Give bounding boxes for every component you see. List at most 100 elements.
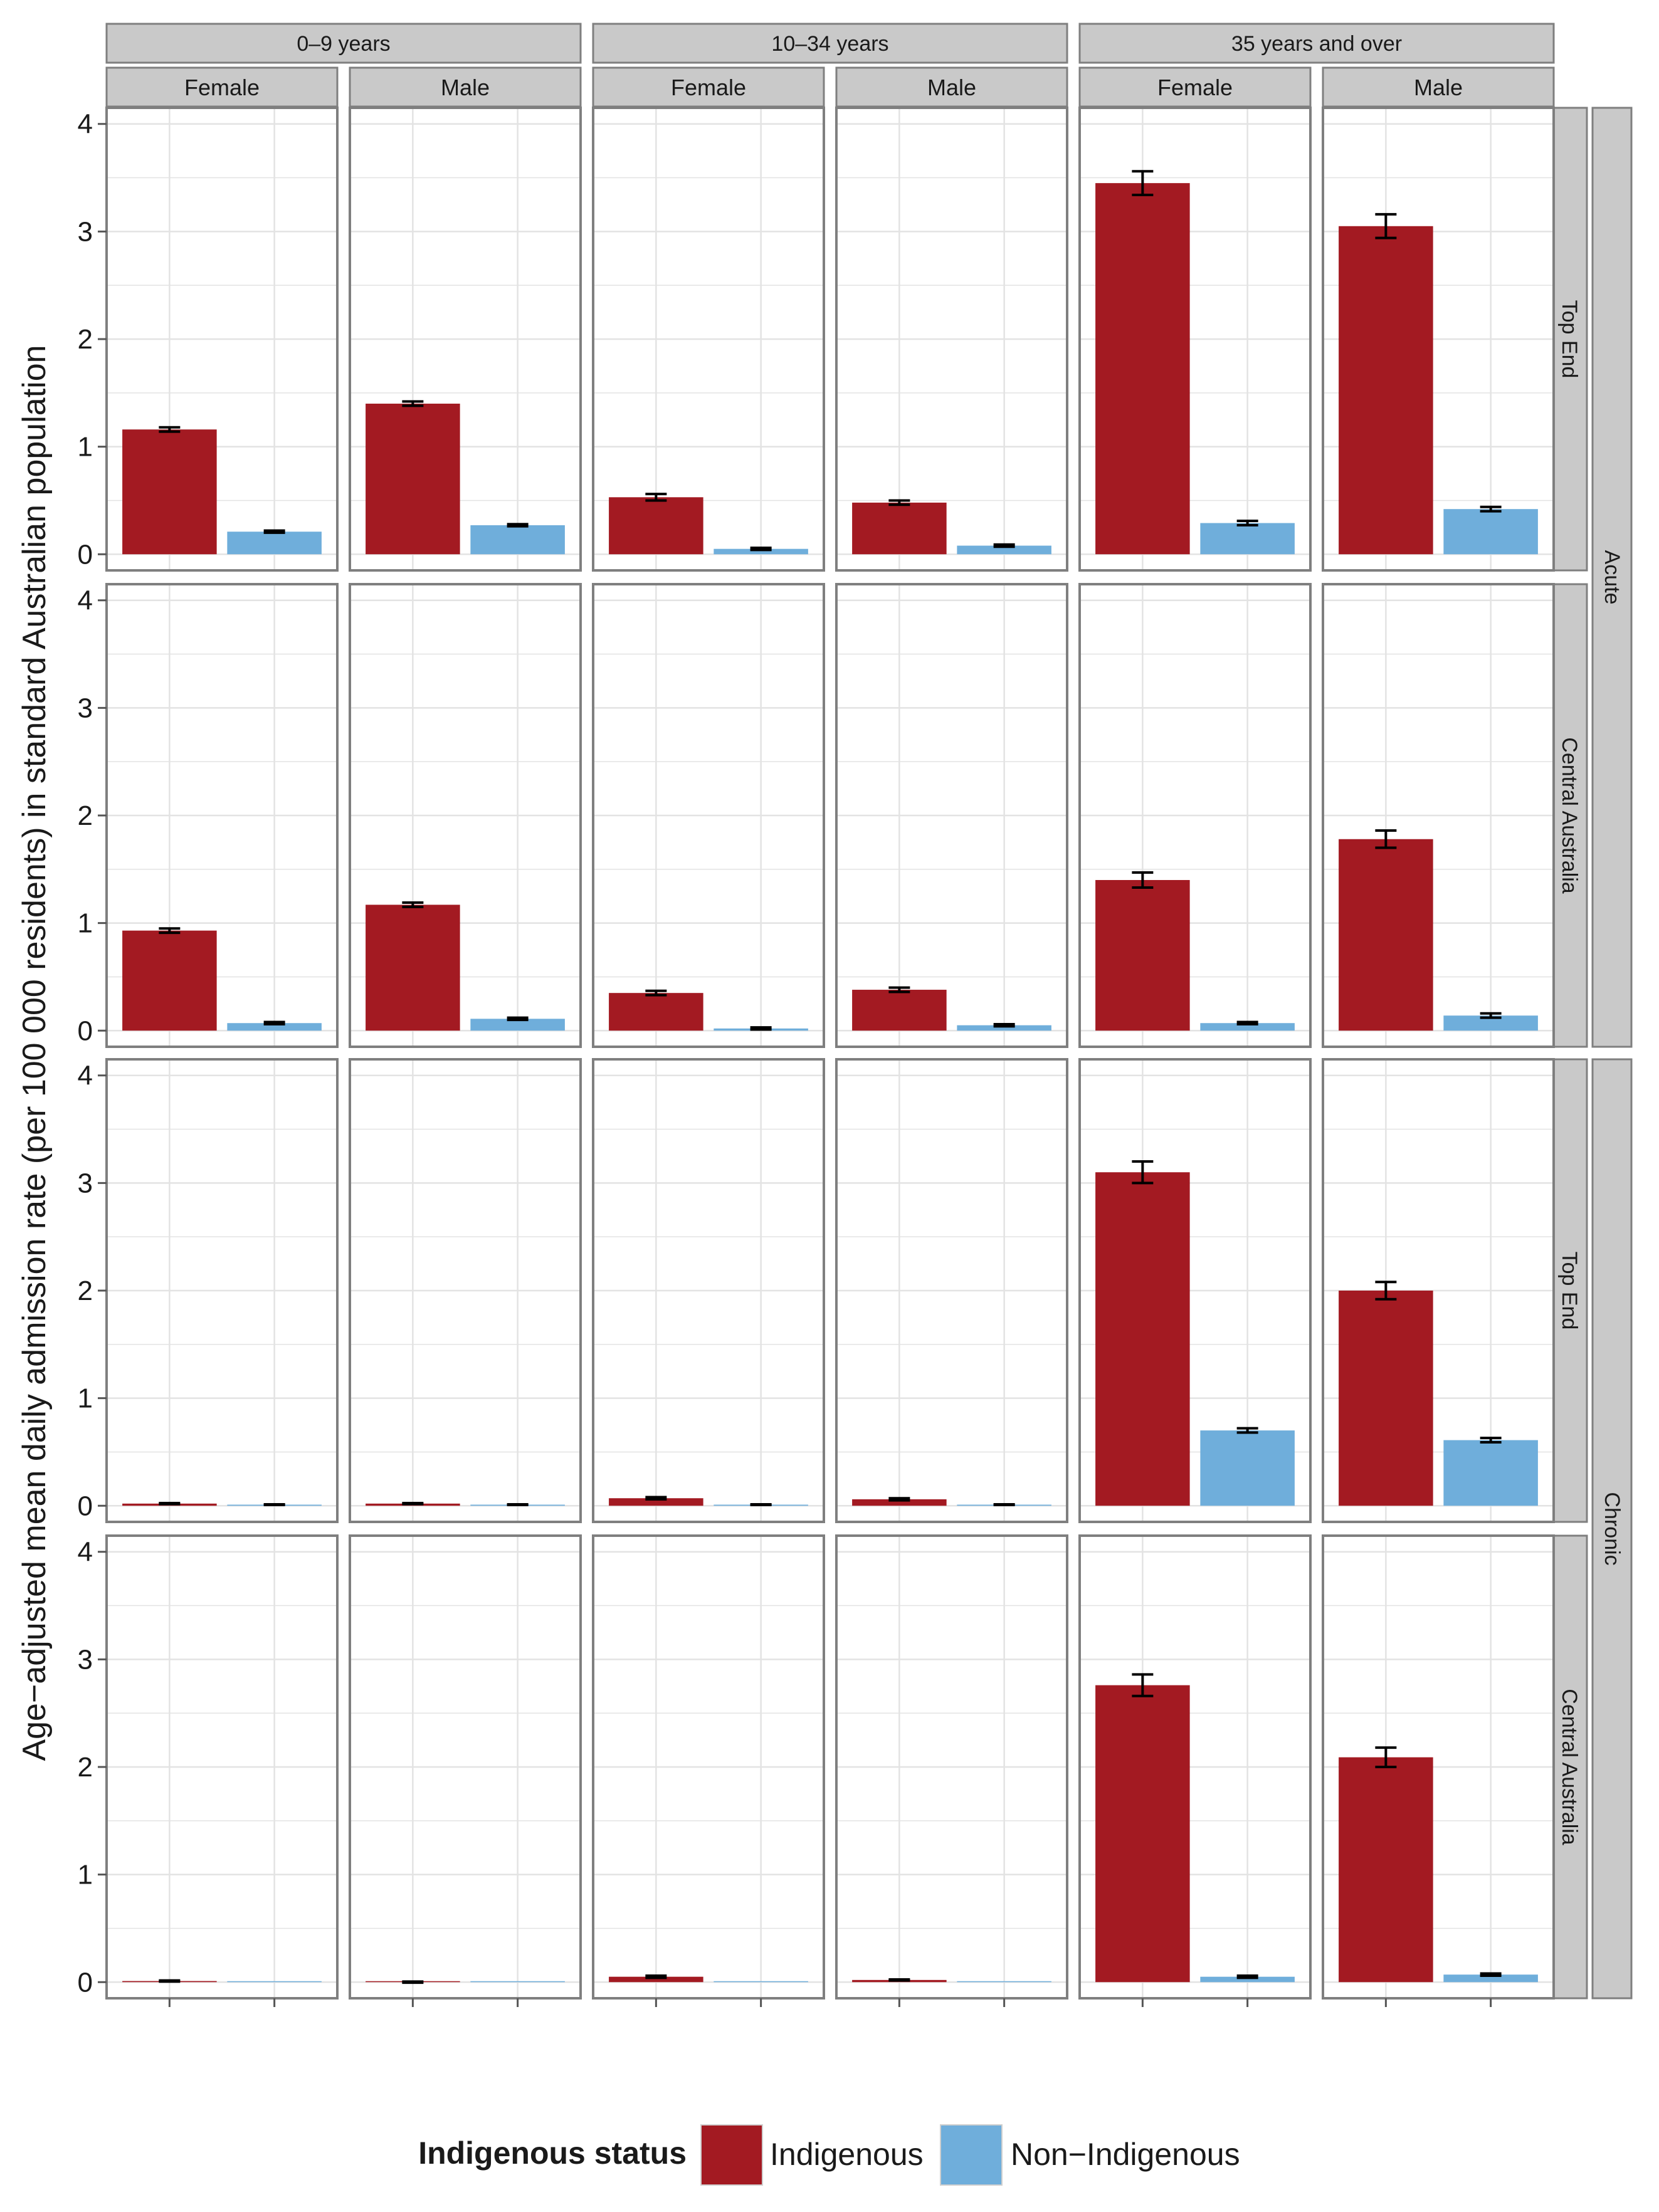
bar-non-indigenous [1200,1430,1295,1506]
bar-indigenous [1095,879,1190,1031]
sex-label: Female [671,75,746,100]
bar-indigenous [609,1976,703,1983]
error-bar [263,1020,285,1025]
bar-non-indigenous [714,548,808,555]
legend-key-indigenous [700,2124,763,2186]
error-bar [1132,1160,1154,1185]
condition-label: Chronic [1600,1492,1624,1565]
sex-label: Female [184,75,260,100]
bar-non-indigenous [957,545,1051,555]
region-label: Central Australia [1557,1689,1581,1845]
y-tick-label: 2 [78,324,93,355]
sex-strip [1078,66,1312,108]
panel-border [349,107,582,572]
y-tick-label: 1 [78,908,93,939]
bar-indigenous [1339,226,1433,555]
sex-label: Female [1157,75,1233,100]
error-bar [402,901,424,908]
error-bar [507,523,529,528]
y-tick-label: 2 [78,800,93,831]
sex-label: Male [1414,75,1463,100]
error-bar [750,546,772,552]
bar-non-indigenous [1443,1974,1538,1983]
bar-indigenous [852,990,947,1031]
age-group-strip [105,23,582,64]
error-bar [402,1501,424,1506]
condition-strip [1591,107,1633,1048]
error-bar [159,927,181,935]
panel-border [592,1058,825,1523]
y-tick-label: 3 [78,216,93,247]
bar-indigenous [1095,183,1190,555]
error-bar [402,1980,424,1984]
y-tick-label: 0 [78,1491,93,1521]
error-bar [645,1496,667,1501]
error-bar [645,1974,667,1979]
y-tick-label: 4 [78,109,93,140]
panel-border [1322,1534,1555,2000]
error-bar [888,1978,910,1982]
y-tick-label: 4 [78,585,93,616]
region-strip [1551,1058,1588,1523]
bar-non-indigenous [1200,523,1295,555]
y-tick-label: 3 [78,1644,93,1675]
panel-border [1322,1058,1555,1523]
condition-label: Acute [1600,550,1624,605]
error-bar [1375,1281,1397,1301]
error-bar [402,400,424,407]
bar-non-indigenous [227,1023,322,1031]
panel-border [1322,583,1555,1048]
error-bar [159,1501,181,1506]
panel-border [349,1058,582,1523]
bar-indigenous [1339,1291,1433,1506]
age-group-label: 35 years and over [1231,32,1402,56]
bar-non-indigenous [470,525,565,555]
bar-indigenous [1339,1757,1433,1983]
y-tick-label: 4 [78,1537,93,1568]
panel-border [1322,107,1555,572]
error-bar [1480,1437,1502,1444]
bar-non-indigenous [1443,509,1538,555]
error-bar [993,543,1015,548]
bar-non-indigenous [227,532,322,555]
error-bar [263,1503,285,1507]
y-tick-label: 3 [78,1168,93,1198]
error-bar [1480,1012,1502,1019]
error-bar [1132,1673,1154,1697]
bar-non-indigenous [470,1019,565,1031]
y-tick-label: 1 [78,1860,93,1890]
error-bar [1375,829,1397,849]
panel-border [1078,107,1312,572]
y-axis-title: Age−adjusted mean daily admission rate (… [16,345,53,1761]
error-bar [1132,170,1154,197]
panel-border [1078,1058,1312,1523]
error-bar [1236,1427,1258,1434]
panel-border [835,1058,1068,1523]
region-label: Central Australia [1557,737,1581,894]
bar-indigenous [609,1498,703,1506]
y-tick-label: 2 [78,1276,93,1306]
legend-label-indigenous: Indigenous [770,2137,924,2172]
legend-key-non-indigenous [940,2124,1003,2186]
error-bar [993,1022,1015,1028]
bar-indigenous [852,1499,947,1506]
bar-indigenous [609,993,703,1031]
error-bar [1375,212,1397,239]
bar-indigenous [609,497,703,555]
error-bar [159,426,181,433]
bar-non-indigenous [1443,1440,1538,1506]
sex-label: Male [927,75,976,100]
y-tick-label: 0 [78,539,93,570]
error-bar [645,989,667,997]
condition-strip [1591,1058,1633,2000]
error-bar [263,529,285,534]
bar-non-indigenous [957,1981,1051,1983]
age-group-strip [1078,23,1555,64]
y-tick-label: 1 [78,432,93,463]
bar-indigenous [122,930,217,1031]
panel-border [1078,583,1312,1048]
bar-non-indigenous [957,1025,1051,1031]
bar-indigenous [1095,1172,1190,1506]
panel-border [592,1534,825,2000]
